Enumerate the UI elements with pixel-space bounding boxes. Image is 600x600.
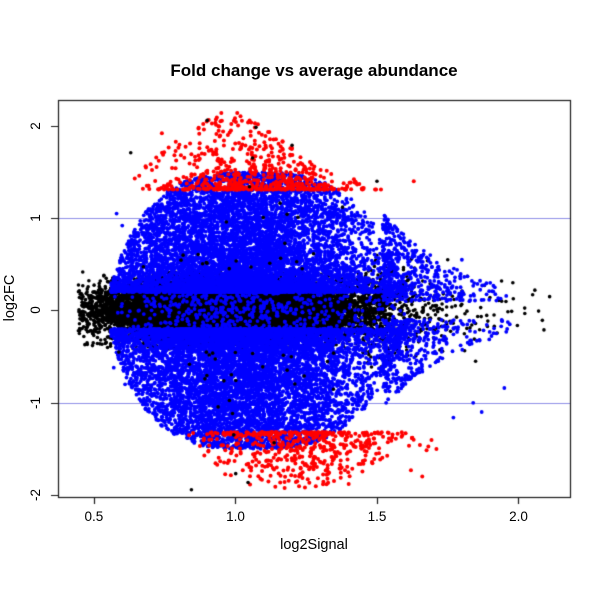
y-tick-label: 1 [28, 214, 43, 222]
chart-title: Fold change vs average abundance [170, 61, 458, 80]
x-tick-label: 1.0 [226, 509, 245, 524]
x-tick-label: 0.5 [84, 509, 104, 524]
y-tick-label: -2 [28, 489, 43, 502]
x-tick-label: 2.0 [509, 509, 528, 524]
y-tick-label: 2 [28, 122, 43, 130]
x-axis-label: log2Signal [280, 537, 348, 553]
y-axis-label: log2FC [2, 274, 18, 322]
y-tick-label: -1 [28, 396, 43, 409]
x-tick-label: 1.5 [367, 509, 387, 524]
y-tick-label: 0 [28, 306, 43, 315]
